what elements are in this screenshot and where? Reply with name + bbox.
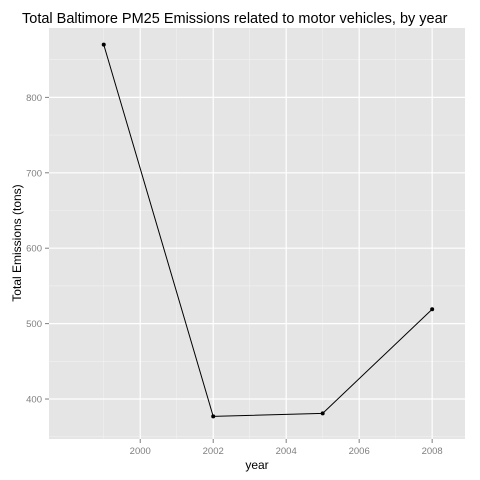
x-tick-label: 2006 <box>349 446 370 457</box>
x-axis-title: year <box>245 458 268 472</box>
y-tick-label: 800 <box>26 93 42 104</box>
y-tick-label: 600 <box>26 244 42 255</box>
x-tick-label: 2008 <box>422 446 443 457</box>
data-point <box>320 411 325 416</box>
tick-layer: 2000 2002 2004 2006 2008 400 500 600 700 800 <box>26 93 443 457</box>
series-layer <box>101 42 435 419</box>
chart-title: Total Baltimore PM25 Emissions related t… <box>22 11 448 27</box>
y-tick-label: 700 <box>26 168 42 179</box>
major-gridlines <box>49 28 465 439</box>
series-line <box>103 44 433 417</box>
x-tick-label: 2004 <box>276 446 297 457</box>
y-axis-title: Total Emissions (tons) <box>10 184 24 301</box>
data-point <box>211 414 216 419</box>
y-tick-label: 500 <box>26 319 42 330</box>
data-point <box>430 307 435 312</box>
y-tick-label: 400 <box>26 395 42 406</box>
minor-gridlines <box>49 28 465 439</box>
plot-panel <box>49 28 465 439</box>
data-point <box>101 42 106 47</box>
x-tick-label: 2002 <box>203 446 224 457</box>
x-tick-label: 2000 <box>130 446 151 457</box>
